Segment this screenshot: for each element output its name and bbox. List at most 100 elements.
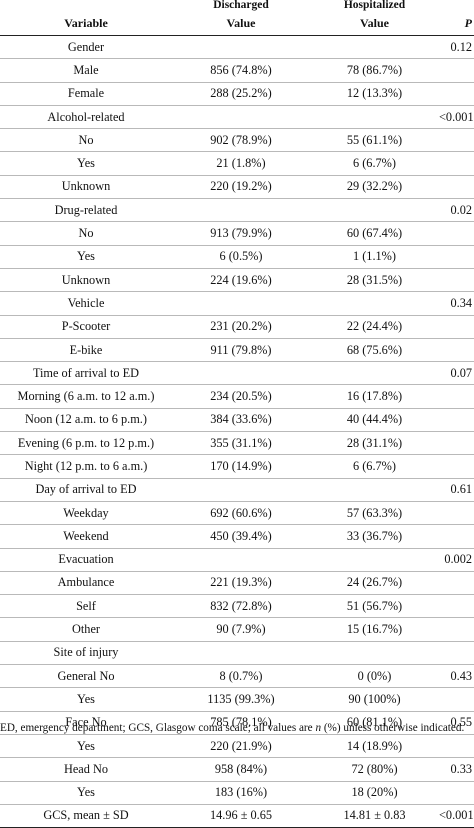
row-discharged-value: 902 (78.9%)	[172, 128, 310, 153]
row-p-value	[439, 151, 474, 176]
row-variable: Gender	[0, 35, 172, 60]
row-p-value	[439, 617, 474, 642]
table-row: Evacuation 0.002	[0, 548, 474, 572]
row-p-value: 0.61	[439, 478, 474, 502]
row-variable: Site of injury	[0, 641, 172, 666]
table-row: Female 288 (25.2%) 12 (13.3%)	[0, 82, 474, 106]
table-row: Weekend 450 (39.4%) 33 (36.7%)	[0, 524, 474, 549]
row-discharged-value: 913 (79.9%)	[172, 221, 310, 246]
row-p-value	[439, 431, 474, 456]
column-header-row: Variable Value Value P	[0, 12, 474, 36]
row-hospitalized-value: 24 (26.7%)	[310, 571, 439, 596]
column-header-p: P	[439, 12, 474, 36]
table-row: Other 90 (7.9%) 15 (16.7%)	[0, 617, 474, 642]
row-discharged-value: 231 (20.2%)	[172, 315, 310, 339]
row-p-value	[439, 384, 474, 409]
row-variable: Self	[0, 594, 172, 619]
row-variable: Other	[0, 617, 172, 642]
table-row: Evening (6 p.m. to 12 p.m.) 355 (31.1%) 28…	[0, 431, 474, 456]
row-discharged-value: 785 (78.1%)	[172, 711, 310, 735]
row-hospitalized-value: 16 (17.8%)	[310, 384, 439, 409]
row-p-value: 0.34	[439, 291, 474, 316]
row-p-value	[439, 245, 474, 269]
footnote-text: ED, emergency department; GCS, Glasgow c…	[0, 722, 316, 734]
row-hospitalized-value: 6 (6.7%)	[310, 454, 439, 479]
row-hospitalized-value: 15 (16.7%)	[310, 617, 439, 642]
row-p-value	[439, 315, 474, 339]
row-discharged-value	[172, 548, 310, 572]
group-header-empty-p	[439, 0, 474, 12]
row-hospitalized-value	[310, 361, 439, 386]
row-hospitalized-value	[310, 478, 439, 502]
row-discharged-value	[172, 361, 310, 386]
row-variable: Yes	[0, 687, 172, 712]
row-variable: P-Scooter	[0, 315, 172, 339]
footnote-text-end: (%) unless otherwise indicated.	[321, 722, 465, 734]
row-variable: No	[0, 128, 172, 153]
table-row: Alcohol-related <0.001	[0, 105, 474, 130]
row-discharged-value: 450 (39.4%)	[172, 524, 310, 549]
row-p-value	[439, 594, 474, 619]
row-p-value	[439, 641, 474, 666]
row-p-value: <0.001	[439, 105, 474, 130]
group-header-row: Discharged Hospitalized	[0, 0, 474, 12]
row-discharged-value: 14.96 ± 0.65	[172, 804, 310, 828]
row-variable: Night (12 p.m. to 6 a.m.)	[0, 454, 172, 479]
row-variable: Weekday	[0, 501, 172, 526]
row-hospitalized-value	[310, 291, 439, 316]
table-row: No 913 (79.9%) 60 (67.4%)	[0, 221, 474, 246]
row-hospitalized-value: 14.81 ± 0.83	[310, 804, 439, 828]
table-row: Self 832 (72.8%) 51 (56.7%)	[0, 594, 474, 619]
row-discharged-value	[172, 641, 310, 666]
row-hospitalized-value: 18 (20%)	[310, 781, 439, 805]
row-hospitalized-value: 72 (80%)	[310, 757, 439, 782]
row-discharged-value: 234 (20.5%)	[172, 384, 310, 409]
row-discharged-value	[172, 198, 310, 223]
row-variable: Yes	[0, 781, 172, 805]
row-discharged-value	[172, 478, 310, 502]
row-p-value: 0.43	[439, 664, 474, 689]
row-discharged-value: 832 (72.8%)	[172, 594, 310, 619]
row-hospitalized-value: 28 (31.5%)	[310, 268, 439, 293]
table-row: Weekday 692 (60.6%) 57 (63.3%)	[0, 501, 474, 526]
row-variable: Time of arrival to ED	[0, 361, 172, 386]
row-discharged-value	[172, 105, 310, 130]
row-discharged-value: 856 (74.8%)	[172, 58, 310, 83]
row-variable: Evening (6 p.m. to 12 p.m.)	[0, 431, 172, 456]
row-p-value	[439, 268, 474, 293]
row-hospitalized-value: 12 (13.3%)	[310, 82, 439, 106]
row-hospitalized-value	[310, 35, 439, 60]
row-discharged-value: 220 (19.2%)	[172, 175, 310, 200]
row-hospitalized-value	[310, 198, 439, 223]
table-row: Day of arrival to ED 0.61	[0, 478, 474, 502]
row-discharged-value: 958 (84%)	[172, 757, 310, 782]
table-row: Unknown 224 (19.6%) 28 (31.5%)	[0, 268, 474, 293]
group-header-discharged: Discharged	[213, 0, 269, 11]
table-row: E-bike 911 (79.8%) 68 (75.6%)	[0, 338, 474, 363]
table-footnote: ED, emergency department; GCS, Glasgow c…	[0, 721, 464, 735]
table-row: Vehicle 0.34	[0, 291, 474, 316]
row-p-value	[439, 408, 474, 433]
table-row: Site of injury	[0, 641, 474, 666]
row-hospitalized-value	[310, 105, 439, 130]
column-header-value-hospitalized: Value	[310, 12, 439, 36]
row-variable: Female	[0, 82, 172, 106]
row-discharged-value: 1135 (99.3%)	[172, 687, 310, 712]
row-variable: E-bike	[0, 338, 172, 363]
row-p-value	[439, 781, 474, 805]
row-p-value	[439, 501, 474, 526]
row-hospitalized-value: 29 (32.2%)	[310, 175, 439, 200]
row-discharged-value: 355 (31.1%)	[172, 431, 310, 456]
row-hospitalized-value	[310, 641, 439, 666]
row-discharged-value: 692 (60.6%)	[172, 501, 310, 526]
row-variable: Vehicle	[0, 291, 172, 316]
row-p-value	[439, 454, 474, 479]
table-row: GCS, mean ± SD 14.96 ± 0.65 14.81 ± 0.83 <0…	[0, 804, 474, 828]
row-hospitalized-value: 60 (81.1%)	[310, 711, 439, 735]
row-p-value: 0.02	[439, 198, 474, 223]
row-variable: Drug-related	[0, 198, 172, 223]
group-header-hospitalized: Hospitalized	[343, 0, 406, 11]
table-row: Ambulance 221 (19.3%) 24 (26.7%)	[0, 571, 474, 596]
row-hospitalized-value: 51 (56.7%)	[310, 594, 439, 619]
row-discharged-value	[172, 35, 310, 60]
